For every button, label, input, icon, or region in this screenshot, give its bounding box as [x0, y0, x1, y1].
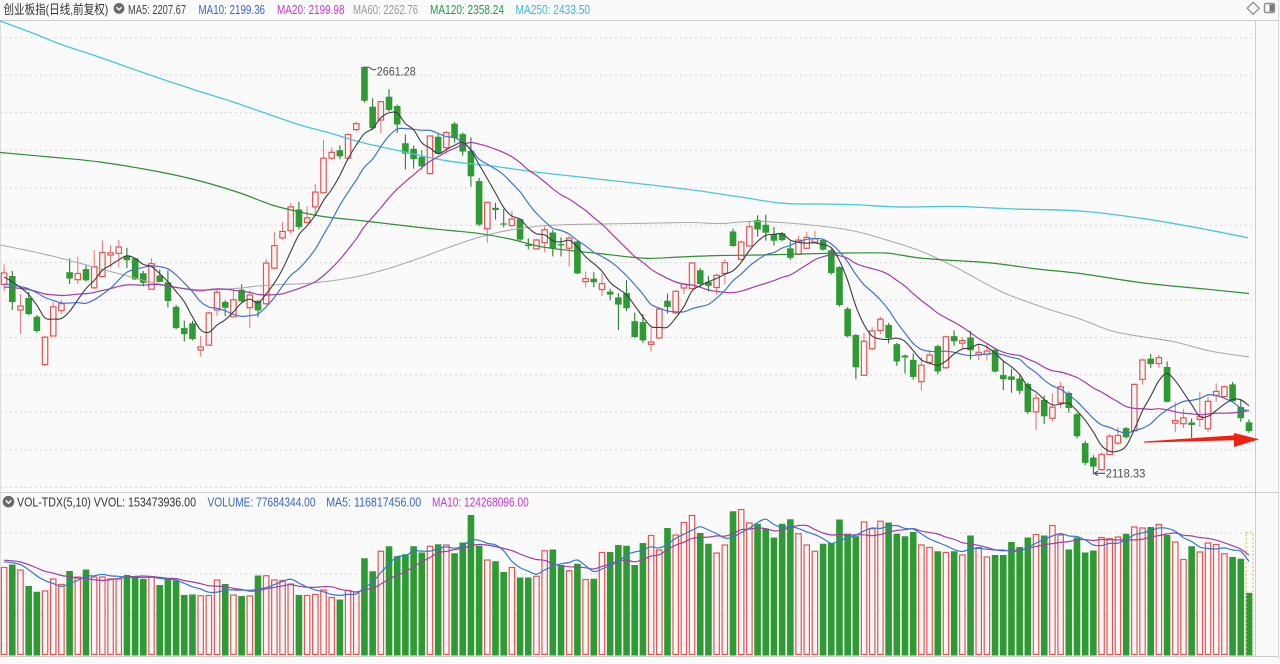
svg-text:2118.33: 2118.33 — [1106, 469, 1146, 481]
svg-text:MA250: 2433.50: MA250: 2433.50 — [516, 2, 591, 17]
svg-text:MA5: 116817456.00: MA5: 116817456.00 — [326, 494, 421, 509]
svg-text:MA120: 2358.24: MA120: 2358.24 — [430, 2, 504, 17]
svg-text:MA60: 2262.76: MA60: 2262.76 — [353, 2, 418, 17]
svg-text:VOLUME: 77684344.00: VOLUME: 77684344.00 — [208, 494, 316, 509]
svg-text:VOL-TDX(5,10) VVOL: 153473936.: VOL-TDX(5,10) VVOL: 153473936.00 — [17, 494, 196, 509]
svg-text:MA10: 124268096.00: MA10: 124268096.00 — [432, 494, 529, 509]
svg-text:2661.28: 2661.28 — [377, 66, 416, 78]
svg-text:MA5: 2207.67: MA5: 2207.67 — [128, 2, 186, 17]
svg-text:MA10: 2199.36: MA10: 2199.36 — [199, 2, 266, 17]
svg-text:MA20: 2199.98: MA20: 2199.98 — [277, 2, 345, 17]
svg-text:创业板指(日线,前复权): 创业板指(日线,前复权) — [4, 2, 109, 17]
